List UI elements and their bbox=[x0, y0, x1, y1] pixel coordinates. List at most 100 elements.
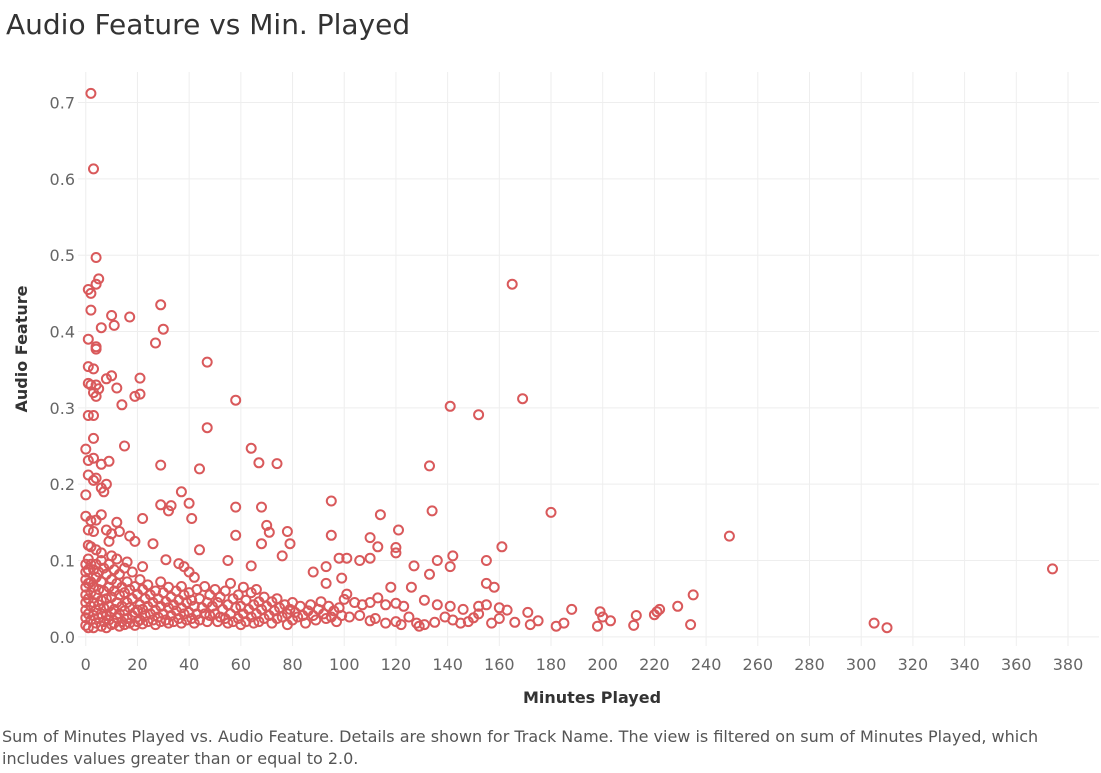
data-point[interactable] bbox=[95, 547, 107, 559]
data-point[interactable] bbox=[150, 337, 161, 349]
data-point[interactable] bbox=[488, 581, 500, 593]
data-point[interactable] bbox=[111, 516, 123, 528]
data-point[interactable] bbox=[333, 552, 345, 564]
data-point[interactable] bbox=[219, 585, 231, 597]
data-point[interactable] bbox=[142, 579, 154, 591]
data-point[interactable] bbox=[90, 252, 102, 263]
data-point[interactable] bbox=[82, 553, 94, 565]
data-point[interactable] bbox=[403, 611, 415, 623]
data-point[interactable] bbox=[163, 505, 174, 517]
data-point[interactable] bbox=[276, 550, 288, 562]
data-point[interactable] bbox=[88, 526, 99, 537]
data-point[interactable] bbox=[183, 497, 195, 509]
data-point[interactable] bbox=[253, 457, 265, 469]
data-point[interactable] bbox=[82, 410, 94, 421]
data-point[interactable] bbox=[155, 299, 167, 311]
data-point[interactable] bbox=[82, 361, 94, 373]
data-point[interactable] bbox=[380, 599, 392, 611]
data-point[interactable] bbox=[506, 278, 518, 290]
data-point[interactable] bbox=[82, 333, 94, 345]
data-point[interactable] bbox=[108, 319, 120, 331]
data-point[interactable] bbox=[155, 499, 167, 511]
data-point[interactable] bbox=[315, 596, 327, 608]
data-point[interactable] bbox=[80, 558, 92, 570]
data-point[interactable] bbox=[201, 422, 213, 434]
data-point[interactable] bbox=[398, 600, 410, 612]
data-point[interactable] bbox=[320, 613, 332, 624]
data-point[interactable] bbox=[418, 594, 430, 606]
data-point[interactable] bbox=[124, 311, 136, 323]
data-point[interactable] bbox=[106, 310, 118, 321]
data-point[interactable] bbox=[496, 541, 508, 553]
data-point[interactable] bbox=[395, 619, 407, 631]
data-point[interactable] bbox=[654, 603, 666, 615]
data-point[interactable] bbox=[137, 561, 149, 573]
data-point[interactable] bbox=[132, 604, 143, 616]
data-point[interactable] bbox=[82, 455, 94, 466]
data-point[interactable] bbox=[648, 609, 660, 621]
data-point[interactable] bbox=[111, 553, 123, 565]
data-point[interactable] bbox=[408, 560, 420, 572]
data-point[interactable] bbox=[393, 524, 404, 536]
data-point[interactable] bbox=[85, 287, 97, 299]
data-point[interactable] bbox=[88, 163, 99, 175]
data-point[interactable] bbox=[199, 581, 211, 592]
data-point[interactable] bbox=[364, 552, 376, 564]
data-point[interactable] bbox=[124, 530, 136, 542]
data-point[interactable] bbox=[630, 610, 642, 621]
data-point[interactable] bbox=[147, 538, 159, 550]
data-point[interactable] bbox=[480, 555, 492, 566]
data-point[interactable] bbox=[605, 615, 616, 627]
data-point[interactable] bbox=[194, 463, 205, 475]
data-point[interactable] bbox=[134, 388, 146, 400]
data-point[interactable] bbox=[232, 589, 244, 601]
data-point[interactable] bbox=[160, 554, 172, 566]
data-point[interactable] bbox=[501, 604, 513, 616]
data-point[interactable] bbox=[320, 577, 332, 589]
data-point[interactable] bbox=[103, 455, 115, 467]
data-point[interactable] bbox=[354, 555, 366, 566]
data-point[interactable] bbox=[651, 606, 663, 618]
data-point[interactable] bbox=[230, 501, 242, 513]
data-point[interactable] bbox=[88, 410, 99, 421]
data-point[interactable] bbox=[250, 584, 262, 595]
data-point[interactable] bbox=[113, 526, 125, 537]
data-point[interactable] bbox=[444, 600, 456, 612]
data-point[interactable] bbox=[261, 519, 273, 531]
data-point[interactable] bbox=[90, 278, 102, 290]
data-point[interactable] bbox=[672, 600, 684, 612]
data-point[interactable] bbox=[88, 432, 99, 444]
data-point[interactable] bbox=[444, 561, 456, 573]
data-point[interactable] bbox=[237, 581, 249, 593]
data-point[interactable] bbox=[85, 304, 97, 316]
data-point[interactable] bbox=[486, 617, 498, 629]
data-point[interactable] bbox=[292, 611, 304, 623]
data-point[interactable] bbox=[209, 584, 221, 595]
data-point[interactable] bbox=[390, 547, 402, 559]
data-point[interactable] bbox=[271, 458, 283, 470]
data-point[interactable] bbox=[336, 572, 348, 584]
data-point[interactable] bbox=[88, 474, 99, 486]
data-point[interactable] bbox=[343, 611, 355, 623]
data-point[interactable] bbox=[687, 589, 699, 601]
data-point[interactable] bbox=[281, 526, 293, 537]
data-point[interactable] bbox=[473, 608, 485, 620]
data-point[interactable] bbox=[424, 460, 435, 472]
data-point[interactable] bbox=[300, 617, 311, 629]
data-point[interactable] bbox=[175, 486, 187, 498]
data-point[interactable] bbox=[473, 409, 485, 421]
data-point[interactable] bbox=[372, 592, 384, 604]
data-point[interactable] bbox=[126, 566, 138, 578]
data-point[interactable] bbox=[230, 602, 242, 614]
data-point[interactable] bbox=[271, 613, 283, 624]
data-point[interactable] bbox=[111, 382, 123, 394]
data-point[interactable] bbox=[325, 529, 337, 541]
data-point[interactable] bbox=[80, 443, 92, 455]
data-point[interactable] bbox=[325, 495, 337, 507]
data-point[interactable] bbox=[338, 593, 350, 605]
data-point[interactable] bbox=[129, 535, 141, 547]
data-point[interactable] bbox=[103, 535, 115, 547]
data-point[interactable] bbox=[341, 552, 353, 564]
data-point[interactable] bbox=[369, 613, 381, 624]
data-point[interactable] bbox=[88, 363, 99, 375]
